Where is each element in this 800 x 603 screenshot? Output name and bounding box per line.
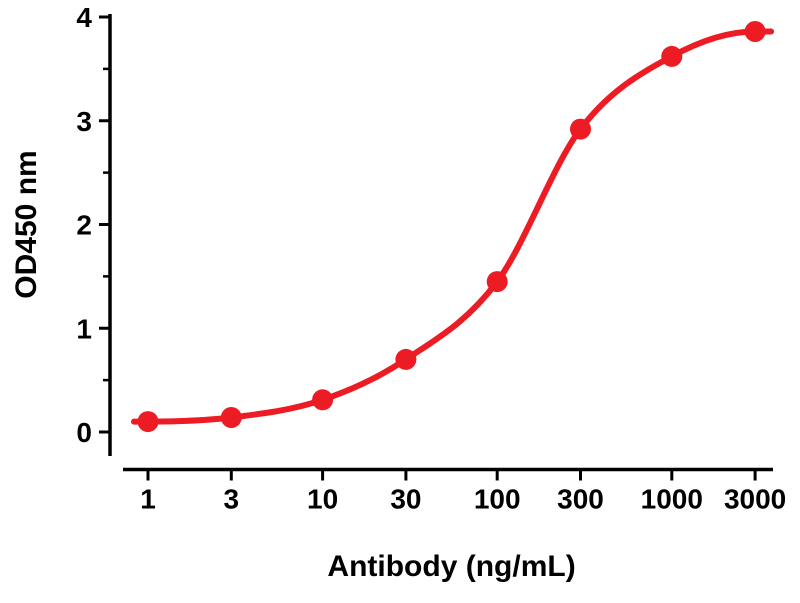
- x-tick-label: 3000: [724, 484, 786, 515]
- x-axis-title: Antibody (ng/mL): [327, 550, 575, 583]
- y-tick-label: 2: [76, 210, 92, 241]
- data-point-marker: [395, 348, 417, 370]
- x-tick-label: 10: [307, 484, 338, 515]
- y-tick-label: 1: [76, 313, 92, 344]
- data-point-marker: [570, 118, 591, 140]
- fit-curve: [131, 28, 775, 425]
- x-tick-label: 30: [390, 484, 421, 515]
- y-tick-label: 0: [76, 417, 92, 448]
- data-point-marker: [137, 411, 159, 433]
- x-tick-label: 1000: [641, 484, 703, 515]
- x-tick-label: 100: [474, 484, 521, 515]
- data-point-marker: [744, 21, 766, 42]
- data-point-marker: [312, 389, 334, 411]
- data-point-marker: [486, 271, 508, 293]
- y-axis-title: OD450 nm: [10, 150, 43, 298]
- x-tick-label: 1: [140, 484, 156, 515]
- x-tick-label: 300: [557, 484, 604, 515]
- data-point-marker: [661, 45, 683, 67]
- x-tick-label: 3: [224, 484, 240, 515]
- data-point-marker: [220, 407, 242, 428]
- y-tick-label: 3: [76, 106, 92, 137]
- y-tick-label: 4: [76, 2, 92, 33]
